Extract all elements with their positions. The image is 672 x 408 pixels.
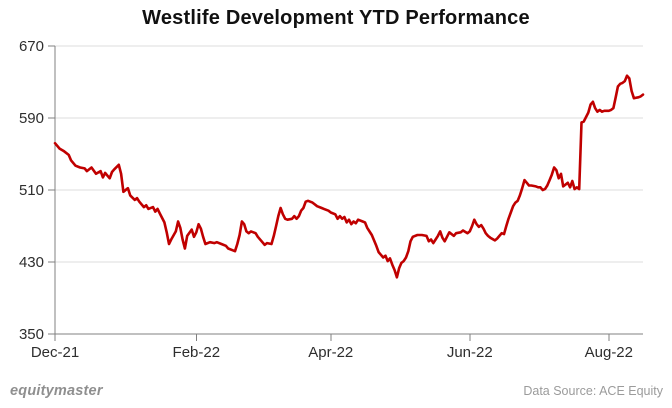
- price-line-series-0: [53, 74, 645, 279]
- x-tick-label-Aug-22: Aug-22: [585, 344, 633, 361]
- data-source-credit: Data Source: ACE Equity: [523, 384, 663, 398]
- y-tick-label-510: 510: [19, 182, 44, 199]
- x-tick-label-Dec-21: Dec-21: [31, 344, 79, 361]
- y-tick-label-670: 670: [19, 38, 44, 55]
- x-tick-label-Apr-22: Apr-22: [308, 344, 353, 361]
- y-tick-label-350: 350: [19, 326, 44, 343]
- x-tick-label-Feb-22: Feb-22: [173, 344, 221, 361]
- chart-title: Westlife Development YTD Performance: [142, 7, 530, 29]
- y-tick-label-430: 430: [19, 254, 44, 271]
- y-tick-label-590: 590: [19, 110, 44, 127]
- x-tick-label-Jun-22: Jun-22: [447, 344, 493, 361]
- equitymaster-logo: equitymaster: [10, 383, 103, 399]
